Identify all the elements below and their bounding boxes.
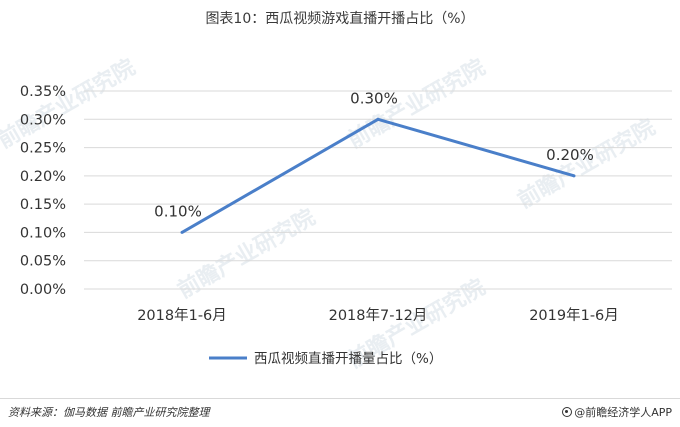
- footer: 资料来源：伽马数据 前瞻产业研究院整理 @前瞻经济学人APP: [0, 398, 680, 427]
- y-tick-label: 0.20%: [20, 169, 66, 185]
- legend-label: 西瓜视频直播开播量占比（%）: [254, 351, 442, 367]
- series-group: 0.10% 0.30% 0.20%: [154, 89, 594, 234]
- data-point: [572, 174, 576, 178]
- x-tick-label: 2018年1-6月: [137, 307, 227, 324]
- data-label: 0.30%: [350, 89, 398, 107]
- data-point: [376, 117, 380, 121]
- brand-text: @前瞻经济学人APP: [574, 406, 672, 419]
- y-tick-label: 0.25%: [20, 141, 66, 157]
- data-point: [180, 230, 184, 234]
- y-tick-label: 0.10%: [20, 225, 66, 241]
- y-tick-label: 0.35%: [20, 84, 66, 100]
- x-tick-label: 2018年7-12月: [329, 307, 428, 324]
- source-note: 资料来源：伽马数据 前瞻产业研究院整理: [8, 406, 210, 419]
- chart-title: 图表10：西瓜视频游戏直播开播占比（%）: [205, 11, 475, 27]
- brand-logo-icon: [562, 407, 573, 417]
- y-tick-label: 0.15%: [20, 197, 66, 213]
- y-axis-ticks: 0.00% 0.05% 0.10% 0.15% 0.20% 0.25% 0.30% 0.35%: [20, 84, 66, 298]
- data-label: 0.10%: [154, 202, 202, 220]
- data-label: 0.20%: [546, 146, 594, 164]
- watermark-text: 前瞻产业研究院: [0, 54, 140, 154]
- y-tick-label: 0.30%: [20, 112, 66, 128]
- y-tick-label: 0.05%: [20, 254, 66, 270]
- legend: 西瓜视频直播开播量占比（%）: [209, 351, 442, 367]
- y-tick-label: 0.00%: [20, 282, 66, 298]
- brand-credit: @前瞻经济学人APP: [562, 404, 672, 420]
- x-axis-ticks: 2018年1-6月 2018年7-12月 2019年1-6月: [137, 307, 619, 324]
- x-tick-label: 2019年1-6月: [529, 307, 619, 324]
